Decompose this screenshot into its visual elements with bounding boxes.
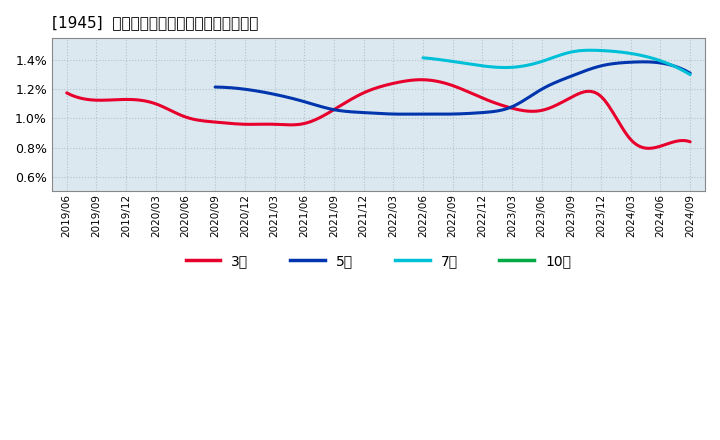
Text: [1945]  経常利益マージンの標準偏差の推移: [1945] 経常利益マージンの標準偏差の推移	[52, 15, 258, 30]
Legend: 3年, 5年, 7年, 10年: 3年, 5年, 7年, 10年	[180, 248, 577, 273]
